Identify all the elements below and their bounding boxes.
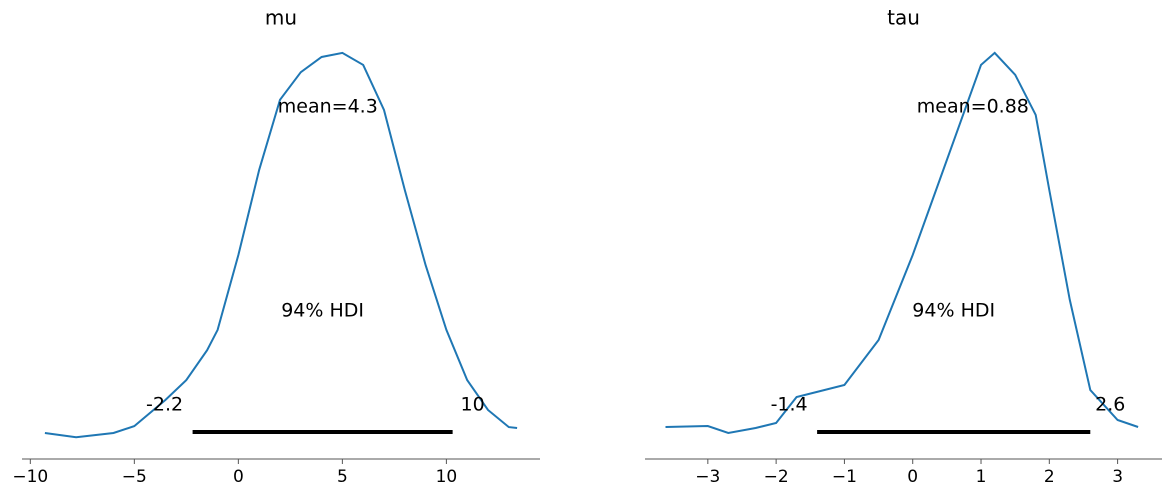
x-tick-label: −5 (122, 467, 147, 487)
x-tick-label: −1 (832, 467, 857, 487)
mean-text: mean=0.88 (917, 96, 1029, 118)
x-tick-label: 0 (233, 467, 244, 487)
panel-title: mu (265, 6, 297, 30)
hdi-text: 94% HDI (912, 300, 995, 322)
panel-title: tau (887, 6, 920, 30)
density-curve (44, 51, 518, 439)
x-tick-label: 2 (1044, 467, 1055, 487)
hdi-low-label: -1.4 (771, 394, 808, 416)
x-tick-label: −2 (764, 467, 789, 487)
hdi-text: 94% HDI (281, 300, 364, 322)
hdi-high-label: 10 (461, 394, 485, 416)
hdi-high-label: 2.6 (1095, 394, 1125, 416)
x-tick-label: 0 (907, 467, 918, 487)
hdi-low-label: -2.2 (146, 394, 183, 416)
density-curve (665, 51, 1139, 435)
mean-text: mean=4.3 (278, 96, 378, 118)
x-tick-label: 3 (1112, 467, 1123, 487)
x-tick-label: −3 (695, 467, 720, 487)
x-tick-label: 5 (337, 467, 348, 487)
x-tick-label: −10 (12, 467, 48, 487)
x-tick-label: 1 (976, 467, 987, 487)
x-tick-label: 10 (436, 467, 458, 487)
